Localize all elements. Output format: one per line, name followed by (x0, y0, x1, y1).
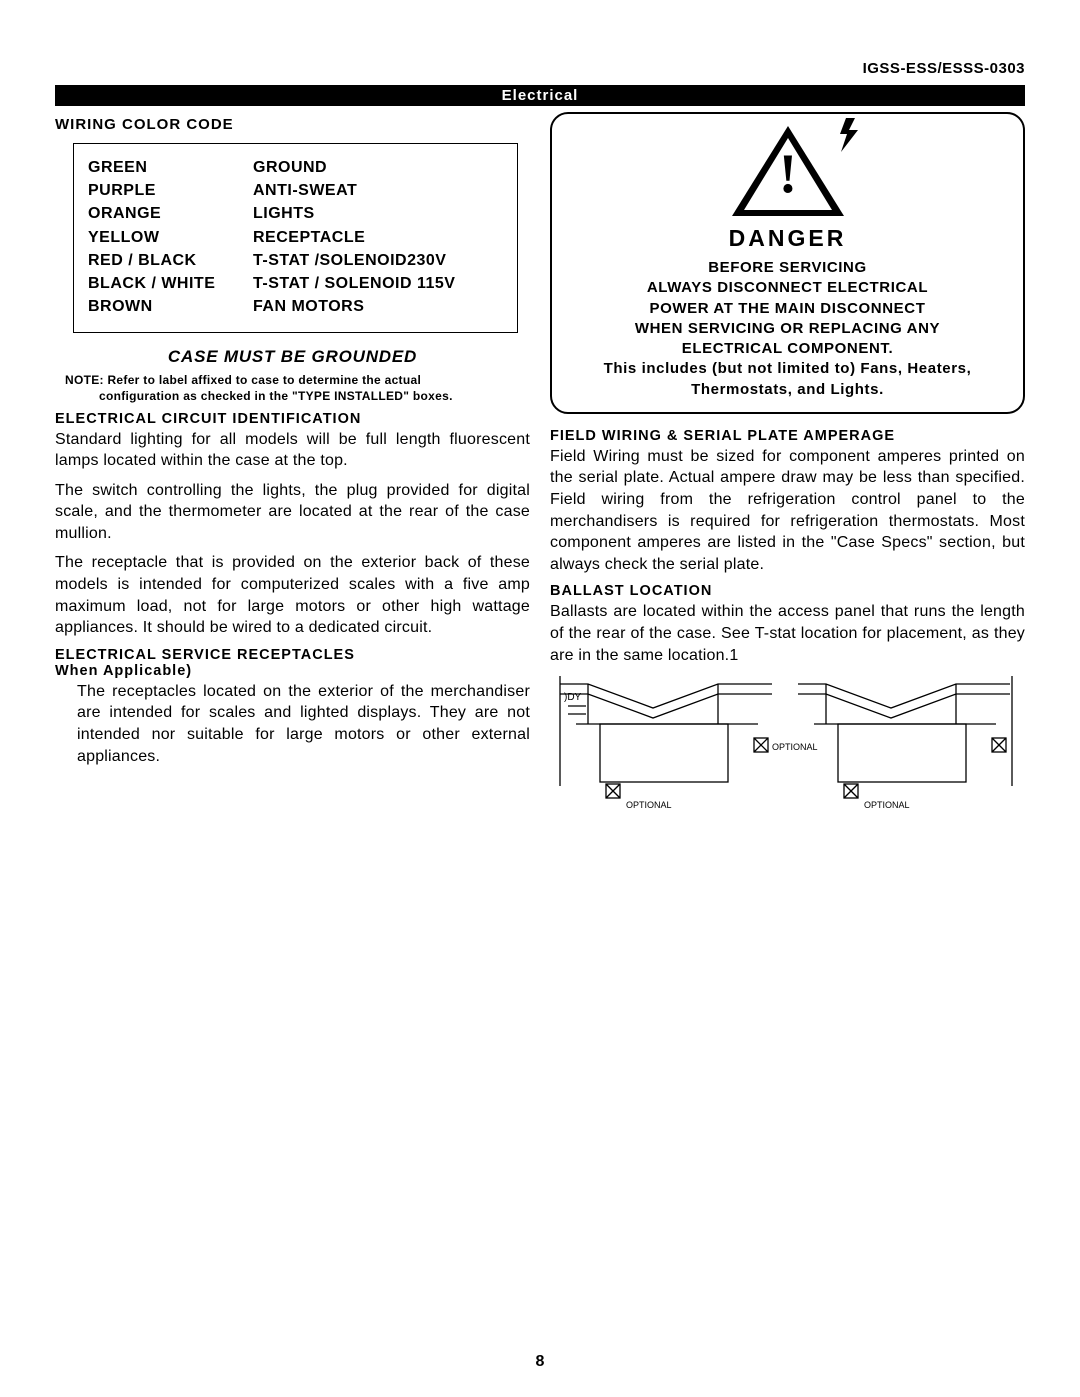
case-must-be-grounded: CASE MUST BE GROUNDED (55, 347, 530, 367)
paragraph: The switch controlling the lights, the p… (55, 480, 530, 545)
table-row: RED / BLACKT-STAT /SOLENOID230V (88, 249, 503, 272)
paragraph: Standard lighting for all models will be… (55, 429, 530, 472)
when-applicable-subtitle: When Applicable) (55, 663, 530, 679)
paragraph: The receptacles located on the exterior … (55, 681, 530, 767)
table-row: PURPLEANTI-SWEAT (88, 179, 503, 202)
ballast-location-diagram: )DY OPTIONAL OPTIONAL (550, 676, 1025, 821)
wiring-color-code-title: WIRING COLOR CODE (55, 116, 530, 133)
paragraph: Ballasts are located within the access p… (550, 601, 1025, 666)
diagram-label: )DY (564, 692, 582, 703)
right-column: ! DANGER BEFORE SERVICING ALWAYS DISCONN… (550, 112, 1025, 821)
table-row: ORANGELIGHTS (88, 202, 503, 225)
section-header-bar: Electrical (55, 85, 1025, 106)
paragraph: Field Wiring must be sized for component… (550, 446, 1025, 576)
diagram-label-optional: OPTIONAL (626, 800, 672, 810)
document-id: IGSS-ESS/ESSS-0303 (55, 60, 1025, 77)
table-row: BROWNFAN MOTORS (88, 295, 503, 318)
svg-text:!: ! (778, 143, 797, 205)
table-row: YELLOWRECEPTACLE (88, 226, 503, 249)
table-row: GREENGROUND (88, 156, 503, 179)
table-row: BLACK / WHITET-STAT / SOLENOID 115V (88, 272, 503, 295)
danger-warning-box: ! DANGER BEFORE SERVICING ALWAYS DISCONN… (550, 112, 1025, 414)
danger-triangle-icon: ! (728, 124, 848, 220)
danger-text: BEFORE SERVICING ALWAYS DISCONNECT ELECT… (564, 258, 1011, 400)
electrical-service-receptacles-title: ELECTRICAL SERVICE RECEPTACLES (55, 647, 530, 663)
electrical-circuit-id-title: ELECTRICAL CIRCUIT IDENTIFICATION (55, 411, 530, 427)
danger-label: DANGER (564, 225, 1011, 252)
diagram-label-optional: OPTIONAL (772, 742, 818, 752)
page-number: 8 (0, 1353, 1080, 1371)
lightning-bolt-icon (836, 118, 862, 152)
field-wiring-title: FIELD WIRING & SERIAL PLATE AMPERAGE (550, 428, 1025, 444)
wiring-color-code-table: GREENGROUND PURPLEANTI-SWEAT ORANGELIGHT… (73, 143, 518, 333)
note-text: NOTE: Refer to label affixed to case to … (65, 373, 520, 404)
ballast-location-title: BALLAST LOCATION (550, 583, 1025, 599)
diagram-label-optional: OPTIONAL (864, 800, 910, 810)
left-column: WIRING COLOR CODE GREENGROUND PURPLEANTI… (55, 112, 530, 821)
paragraph: The receptacle that is provided on the e… (55, 552, 530, 638)
